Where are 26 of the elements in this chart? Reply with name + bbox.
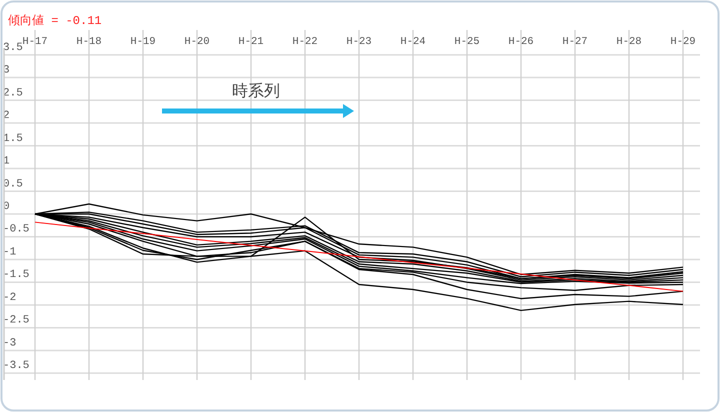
- annotation: 時系列: [232, 81, 280, 100]
- x-tick-label: H-24: [400, 36, 426, 48]
- x-tick-label: H-23: [346, 36, 372, 48]
- x-tick-label: H-21: [238, 36, 264, 48]
- text: 傾向値 = -0.11: [8, 14, 102, 28]
- y-tick-label: -2: [3, 292, 16, 304]
- y-tick-label: -3: [3, 337, 16, 350]
- x-tick-label: H-26: [508, 36, 534, 48]
- x-tick-label: H-19: [130, 36, 156, 48]
- y-tick-label: -2.5: [3, 314, 30, 327]
- y-tick-label: -0.5: [3, 224, 30, 236]
- y-tick-label: 2.5: [3, 87, 23, 100]
- y-tick-label: 1: [3, 156, 10, 168]
- x-tick-label: H-20: [184, 36, 210, 48]
- y-tick-label: -3.5: [3, 360, 30, 372]
- x-tick-label: H-28: [616, 36, 642, 48]
- x-tick-label: H-18: [76, 36, 102, 48]
- y-tick-label: 3.5: [3, 42, 23, 54]
- x-tick-label: H-25: [454, 36, 480, 48]
- y-tick-label: -1: [3, 246, 17, 258]
- x-tick-label: H-22: [292, 36, 318, 48]
- x-tick-label: H-29: [670, 36, 696, 48]
- x-tick-label: H-17: [22, 36, 48, 48]
- y-tick-label: -1.5: [3, 269, 30, 282]
- y-tick-label: 1.5: [3, 132, 23, 145]
- x-tick-label: H-27: [562, 36, 588, 48]
